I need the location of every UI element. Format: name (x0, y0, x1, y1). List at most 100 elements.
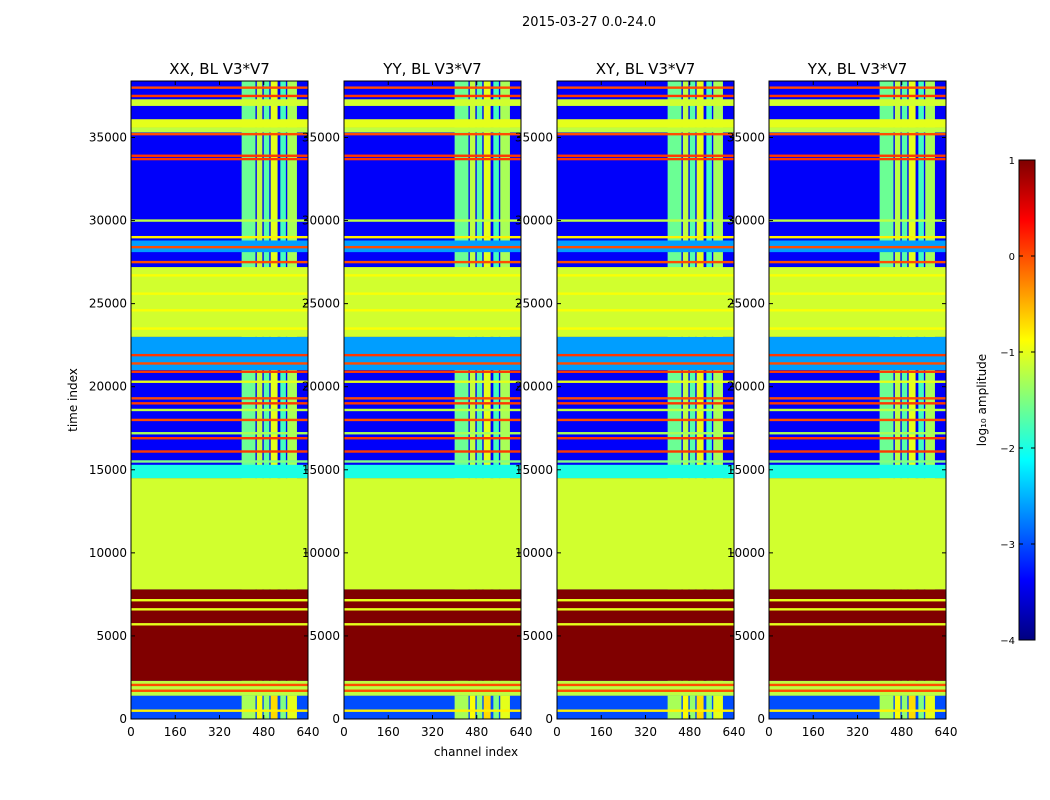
y-tick-label: 15000 (515, 463, 553, 477)
time-line (344, 245, 521, 249)
time-line (557, 154, 734, 157)
time-line (557, 274, 734, 277)
time-line (344, 608, 521, 611)
x-tick-label: 160 (802, 725, 825, 739)
time-line (557, 599, 734, 602)
channel-stripe (270, 81, 278, 719)
colorbar-tick-label: −1 (1000, 348, 1015, 359)
time-line (769, 432, 946, 435)
x-tick-label: 320 (846, 725, 869, 739)
time-line (769, 623, 946, 626)
y-tick-label: 15000 (89, 463, 127, 477)
time-line (131, 154, 308, 157)
time-line (344, 437, 521, 440)
time-line (131, 362, 308, 365)
colorbar-tick-label: −3 (1000, 540, 1015, 551)
time-line (344, 327, 521, 330)
time-line (131, 353, 308, 357)
panel-3: XY, BL V3*V7 0 160 320 480 640 0 5000 10000 15000… (515, 60, 746, 739)
channel-stripe (287, 695, 297, 719)
time-line (769, 235, 946, 239)
colorbar-label: log₁₀ amplitude (975, 354, 989, 446)
time-line (131, 397, 308, 400)
time-line (557, 437, 734, 440)
time-line (557, 157, 734, 161)
time-line (131, 327, 308, 330)
y-tick-label: 20000 (89, 380, 127, 394)
time-line (131, 683, 308, 687)
time-line (131, 370, 308, 373)
time-band (344, 478, 521, 590)
time-line (131, 599, 308, 602)
time-line (344, 432, 521, 435)
channel-stripe (476, 695, 483, 719)
time-band (344, 119, 521, 128)
time-band (131, 680, 308, 696)
y-tick-label: 25000 (302, 297, 340, 311)
time-line (769, 219, 946, 222)
time-line (557, 86, 734, 89)
time-band (131, 464, 308, 479)
y-tick-label: 25000 (89, 297, 127, 311)
x-tick-label: 480 (465, 725, 488, 739)
panel-title: XY, BL V3*V7 (596, 60, 696, 78)
time-band (769, 589, 946, 681)
time-line (344, 353, 521, 357)
channel-stripe (689, 695, 696, 719)
y-tick-label: 30000 (727, 214, 765, 228)
time-line (769, 353, 946, 357)
time-line (769, 86, 946, 89)
time-line (344, 408, 521, 412)
time-line (344, 683, 521, 687)
time-line (131, 460, 308, 463)
time-band (344, 336, 521, 371)
time-line (344, 219, 521, 222)
channel-stripe (469, 81, 476, 719)
time-line (557, 235, 734, 239)
time-band (557, 336, 734, 371)
channel-stripe (256, 695, 263, 719)
time-line (131, 709, 308, 712)
channel-stripe (682, 81, 689, 719)
time-line (769, 397, 946, 400)
channel-stripe (901, 81, 908, 719)
time-line (344, 86, 521, 89)
x-tick-label: 480 (252, 725, 275, 739)
time-band (131, 267, 308, 337)
y-tick-label: 20000 (302, 380, 340, 394)
channel-stripe (667, 695, 682, 719)
channel-stripe (696, 695, 704, 719)
time-band (769, 119, 946, 128)
time-band (344, 99, 521, 106)
y-tick-label: 5000 (522, 629, 553, 643)
time-band (557, 464, 734, 479)
y-tick-label: 5000 (309, 629, 340, 643)
y-tick-label: 10000 (302, 546, 340, 560)
time-line (769, 260, 946, 264)
channel-stripe (689, 81, 696, 719)
channel-stripe (280, 81, 286, 719)
time-band (557, 680, 734, 696)
figure-suptitle: 2015-03-27 0.0-24.0 (522, 15, 656, 30)
y-tick-label: 25000 (515, 297, 553, 311)
x-tick-label: 320 (208, 725, 231, 739)
y-tick-label: 35000 (302, 130, 340, 144)
channel-stripe (908, 81, 916, 719)
time-line (344, 450, 521, 453)
time-band (131, 478, 308, 590)
time-line (131, 260, 308, 264)
y-tick-label: 10000 (727, 546, 765, 560)
time-line (131, 157, 308, 161)
y-tick-label: 0 (545, 712, 553, 726)
time-line (769, 437, 946, 440)
x-tick-label: 320 (421, 725, 444, 739)
colorbar-gradient (1018, 159, 1036, 641)
heatmap-body (344, 81, 521, 719)
time-line (557, 309, 734, 312)
time-band (131, 99, 308, 106)
time-band (557, 119, 734, 128)
y-tick-label: 30000 (302, 214, 340, 228)
time-band (557, 127, 734, 133)
channel-stripe (706, 81, 712, 719)
time-line (769, 309, 946, 312)
